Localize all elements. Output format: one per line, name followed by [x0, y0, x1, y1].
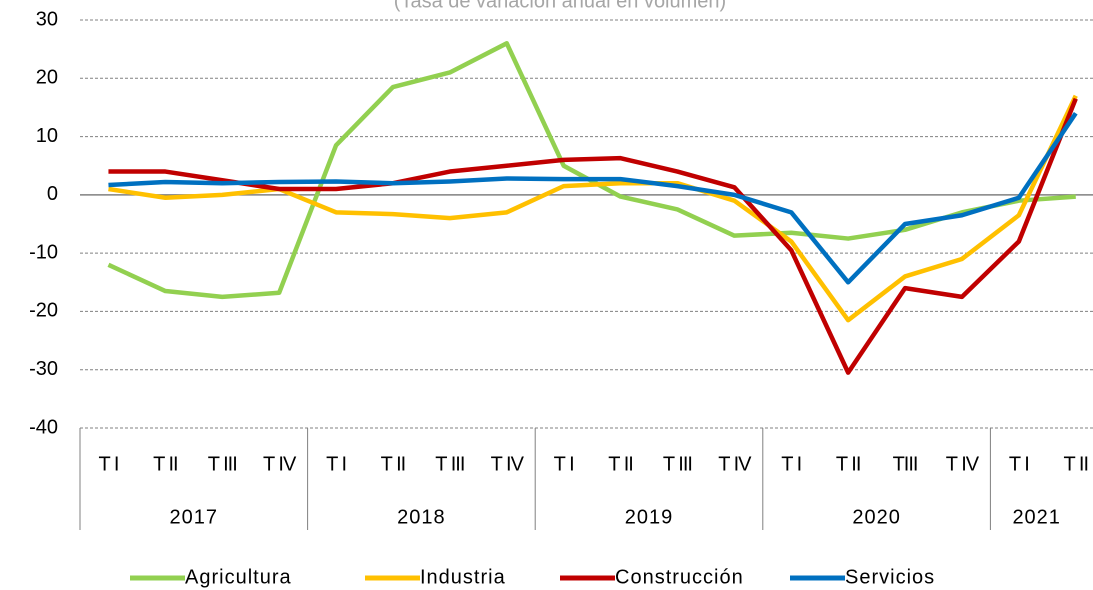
x-tick-label: T IV — [491, 453, 525, 475]
legend-label: Industria — [420, 566, 506, 588]
series-line — [107, 41, 1076, 300]
x-tick-label: TIII — [893, 453, 918, 475]
x-tick-label: T I — [554, 453, 574, 475]
x-tick-label: T III — [663, 453, 692, 475]
group-label: 2020 — [852, 506, 901, 528]
series-line — [108, 94, 1078, 323]
y-tick-label: 0 — [47, 183, 58, 205]
group-label: 2017 — [170, 506, 219, 528]
y-tick-label: -20 — [29, 300, 58, 322]
legend-label: Construcción — [615, 566, 744, 588]
y-tick-label: 30 — [36, 8, 58, 30]
x-tick-label: T II — [836, 453, 861, 475]
chart-title: (Tasa de variación anual en volumen) — [394, 0, 726, 12]
legend-label: Agricultura — [185, 566, 292, 588]
x-tick-label: T IV — [263, 453, 297, 475]
x-tick-label: T III — [208, 453, 237, 475]
x-tick-label: T IV — [718, 453, 752, 475]
x-tick-label: T I — [326, 453, 346, 475]
x-tick-label: T II — [381, 453, 406, 475]
group-label: 2019 — [625, 506, 674, 528]
series-line — [108, 97, 1078, 375]
x-tick-label: T II — [608, 453, 633, 475]
legend-label: Servicios — [845, 566, 935, 588]
x-tick-label: T III — [435, 453, 464, 475]
group-label: 2021 — [1012, 506, 1061, 528]
x-tick-label: T I — [1009, 453, 1029, 475]
x-tick-label: T IV — [946, 453, 980, 475]
y-tick-label: 10 — [36, 125, 58, 147]
group-label: 2018 — [397, 506, 446, 528]
x-tick-label: T II — [153, 453, 178, 475]
x-tick-label: T II — [1063, 453, 1088, 475]
y-tick-label: -10 — [29, 241, 58, 263]
y-tick-label: -30 — [29, 358, 58, 380]
y-tick-label: 20 — [36, 67, 58, 89]
y-tick-label: -40 — [29, 416, 58, 438]
x-tick-label: T I — [98, 453, 118, 475]
x-tick-label: T I — [781, 453, 801, 475]
series-line — [108, 112, 1078, 285]
